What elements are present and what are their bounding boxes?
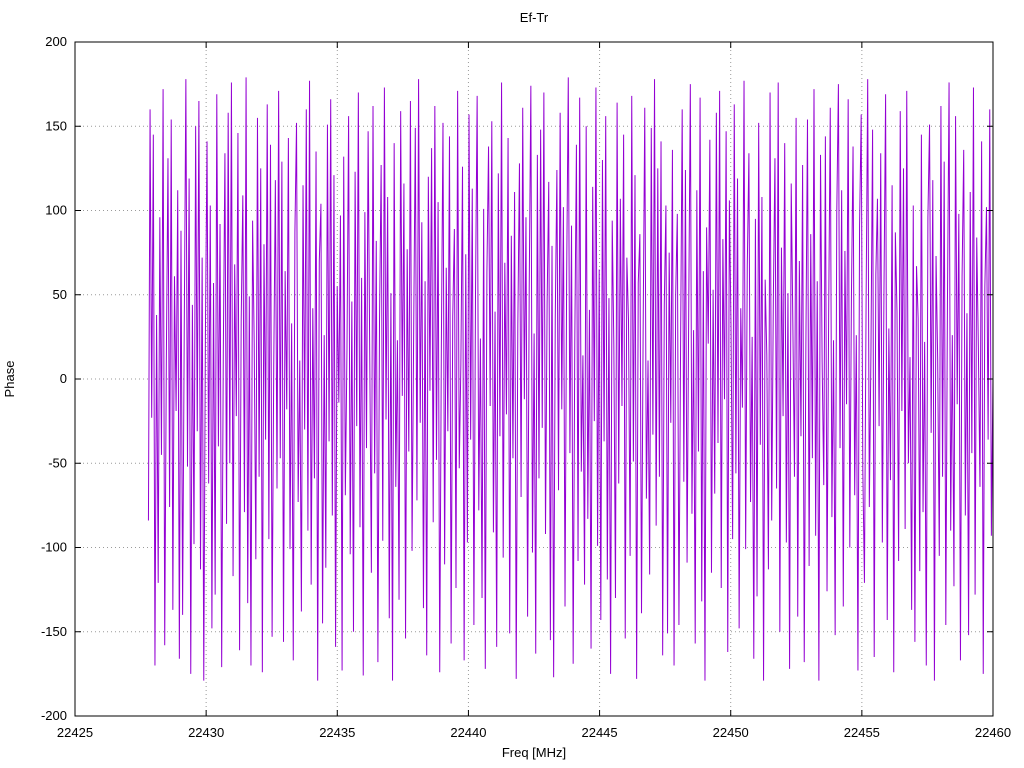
plot-generated-layer: 22425 22430 22435 22440 22445 22450 22455 22460… [41,34,1011,740]
x-tick-label: 22455 [844,725,880,740]
x-tick-label: 22425 [57,725,93,740]
x-tick-label: 22440 [450,725,486,740]
y-tick-label: -100 [41,540,67,555]
y-tick-label: 200 [45,34,67,49]
chart-title: Ef-Tr [520,10,549,25]
y-tick-label: -200 [41,708,67,723]
y-tick-label: 150 [45,118,67,133]
x-axis-label: Freq [MHz] [502,745,566,760]
y-tick-label: -50 [48,455,67,470]
y-tick-label: 0 [60,371,67,386]
x-tick-label: 22450 [713,725,749,740]
x-tick-label: 22460 [975,725,1011,740]
x-tick-label: 22435 [319,725,355,740]
phase-trace [147,77,994,681]
y-axis-label: Phase [2,361,17,398]
y-tick-label: -150 [41,624,67,639]
x-tick-label: 22445 [581,725,617,740]
y-tick-label: 50 [53,287,67,302]
y-tick-label: 100 [45,203,67,218]
x-tick-label: 22430 [188,725,224,740]
